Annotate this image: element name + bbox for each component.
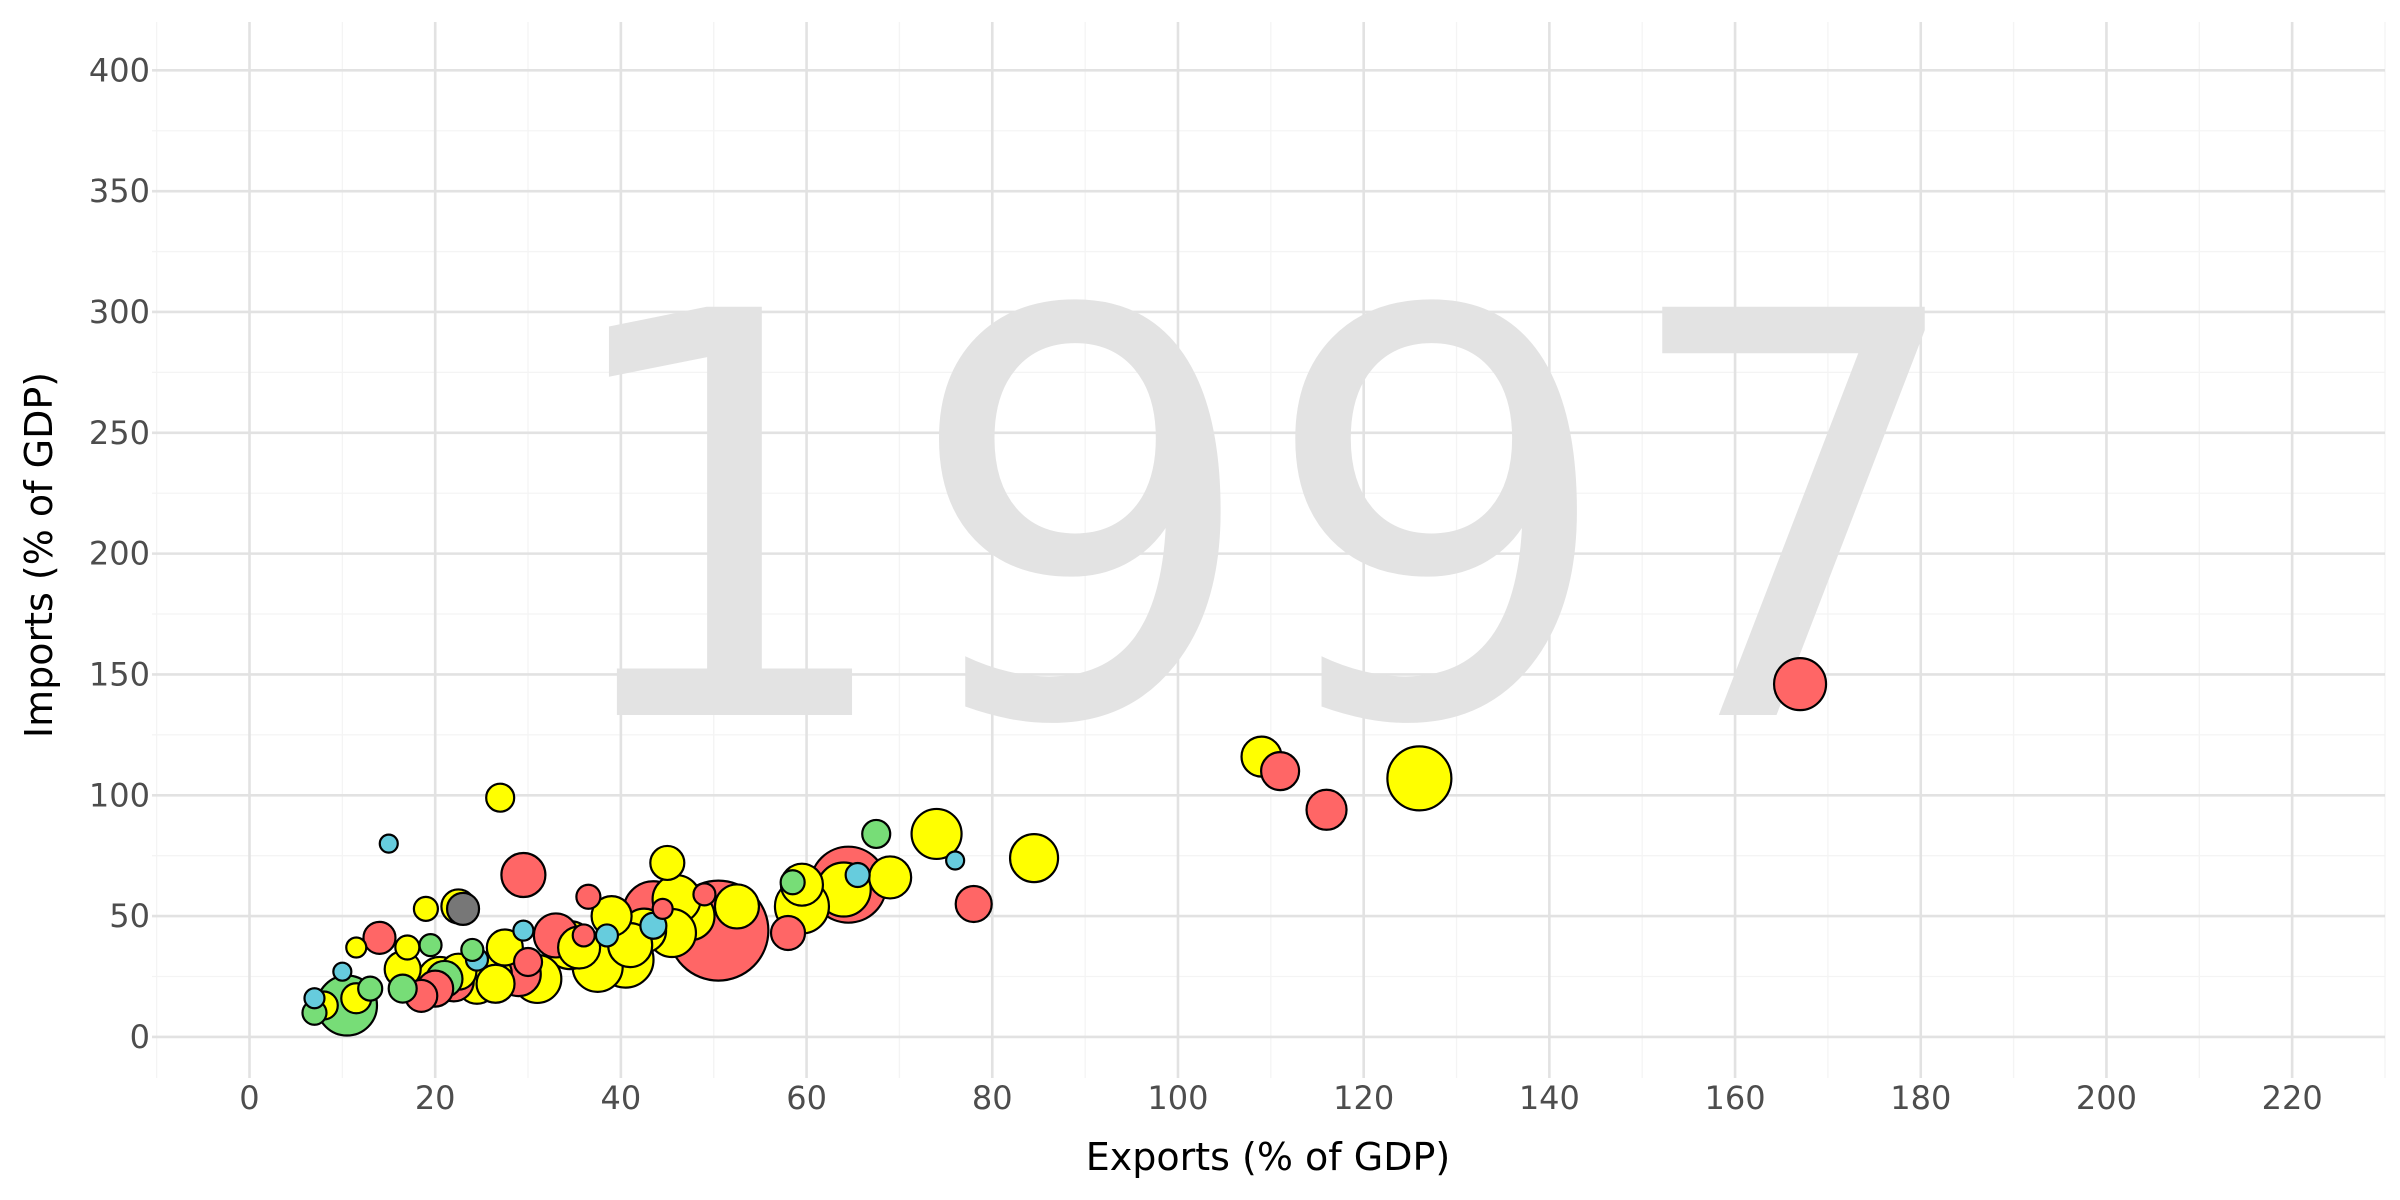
data-point bbox=[418, 932, 443, 958]
data-point bbox=[692, 882, 717, 907]
data-point bbox=[394, 934, 421, 961]
data-point bbox=[460, 937, 485, 963]
data-point bbox=[332, 961, 353, 982]
data-point bbox=[1305, 788, 1348, 831]
data-point bbox=[387, 973, 418, 1004]
y-axis-ticks: 0 50 100 150 200 250 300 350 400 bbox=[89, 51, 150, 1056]
bubble-layer bbox=[301, 657, 1828, 1037]
data-point bbox=[910, 807, 963, 861]
x-tick-label: 160 bbox=[1705, 1079, 1766, 1117]
data-point bbox=[362, 920, 397, 955]
data-point bbox=[303, 987, 326, 1010]
y-tick-label: 0 bbox=[130, 1018, 150, 1056]
data-point bbox=[713, 883, 761, 930]
x-tick-label: 120 bbox=[1333, 1079, 1394, 1117]
data-point bbox=[594, 923, 620, 948]
data-point bbox=[445, 891, 481, 926]
x-tick-label: 0 bbox=[239, 1079, 259, 1117]
data-point bbox=[1772, 657, 1828, 712]
y-tick-label: 300 bbox=[89, 293, 150, 331]
x-tick-label: 60 bbox=[786, 1079, 827, 1117]
y-tick-label: 50 bbox=[109, 897, 150, 935]
y-axis-title: Imports (% of GDP) bbox=[17, 372, 61, 738]
y-tick-label: 150 bbox=[89, 655, 150, 693]
x-tick-label: 180 bbox=[1890, 1079, 1951, 1117]
data-point bbox=[649, 844, 686, 882]
data-point bbox=[651, 897, 674, 920]
data-point bbox=[1008, 833, 1060, 884]
x-tick-label: 140 bbox=[1519, 1079, 1580, 1117]
data-point bbox=[945, 850, 966, 871]
data-point bbox=[1260, 751, 1301, 792]
data-point bbox=[769, 914, 807, 952]
data-point bbox=[575, 883, 602, 910]
x-tick-label: 200 bbox=[2076, 1079, 2137, 1117]
data-point bbox=[1386, 745, 1453, 812]
data-point bbox=[475, 963, 516, 1004]
y-tick-label: 250 bbox=[89, 414, 150, 452]
data-point bbox=[345, 936, 368, 959]
data-point bbox=[779, 869, 806, 896]
data-point bbox=[378, 833, 399, 854]
y-tick-label: 400 bbox=[89, 51, 150, 89]
x-axis-title: Exports (% of GDP) bbox=[1086, 1135, 1450, 1179]
x-tick-label: 40 bbox=[601, 1079, 642, 1117]
data-point bbox=[844, 861, 871, 889]
data-point bbox=[485, 928, 524, 967]
x-tick-label: 20 bbox=[415, 1079, 456, 1117]
data-point bbox=[512, 946, 544, 978]
data-point bbox=[861, 818, 892, 850]
data-point bbox=[485, 782, 516, 813]
data-point bbox=[868, 855, 913, 900]
data-point bbox=[954, 884, 993, 924]
minor-gridlines bbox=[152, 22, 2386, 1078]
x-axis-ticks: 0 20 40 60 80 100 120 140 160 180 200 220 bbox=[239, 1079, 2322, 1117]
data-point bbox=[500, 851, 547, 899]
x-tick-label: 220 bbox=[2262, 1079, 2323, 1117]
x-tick-label: 100 bbox=[1147, 1079, 1208, 1117]
y-tick-label: 350 bbox=[89, 172, 150, 210]
y-tick-label: 100 bbox=[89, 776, 150, 814]
data-point bbox=[357, 975, 384, 1002]
y-tick-label: 200 bbox=[89, 535, 150, 573]
data-point bbox=[412, 895, 440, 922]
x-tick-label: 80 bbox=[972, 1079, 1013, 1117]
data-point bbox=[571, 923, 596, 948]
data-point bbox=[512, 919, 535, 942]
